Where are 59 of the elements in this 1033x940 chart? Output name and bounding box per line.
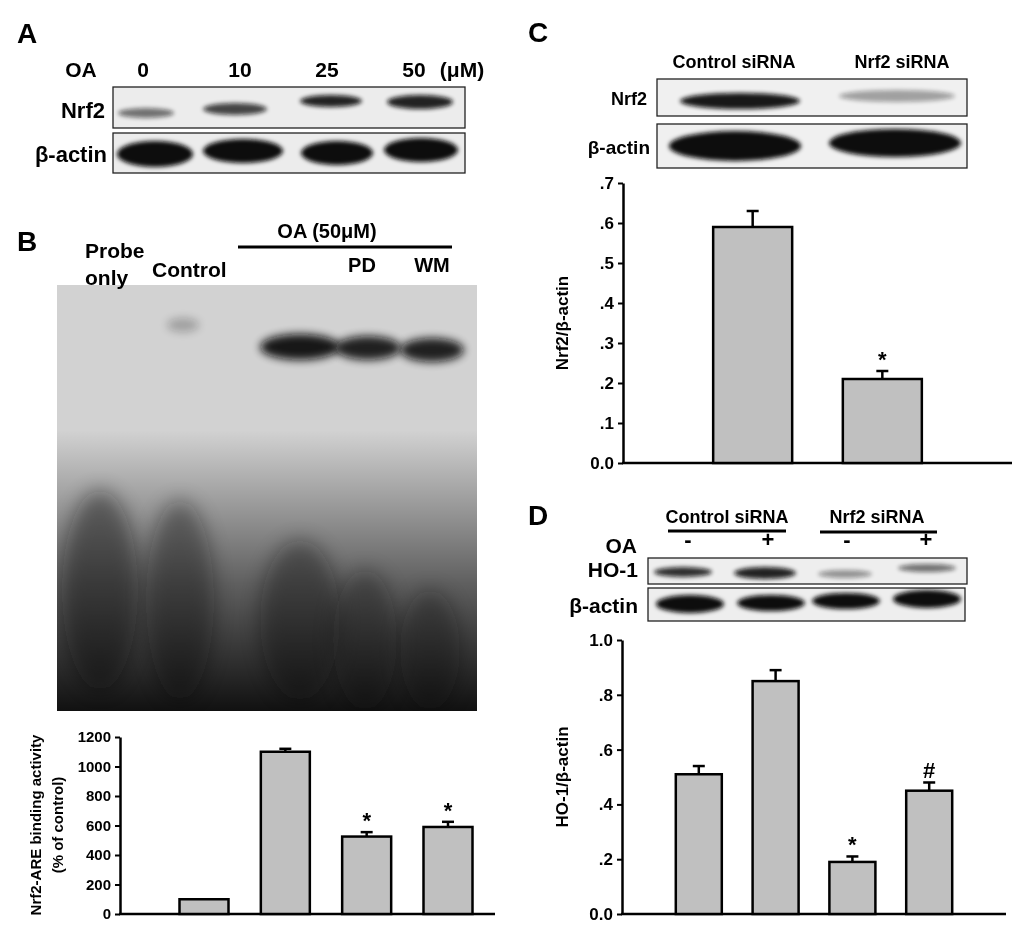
data-label: # xyxy=(923,758,936,784)
data-label: * xyxy=(362,808,372,834)
y-tick-label: .7 xyxy=(599,173,614,193)
y-tick-label: 600 xyxy=(85,816,111,834)
y-tick-label: 1.0 xyxy=(589,630,613,650)
text: β-actin xyxy=(587,137,650,158)
text: β-actin xyxy=(569,594,638,617)
y-tick-label: .4 xyxy=(598,795,614,815)
text: OA xyxy=(605,534,637,557)
text: Control xyxy=(152,258,227,281)
text: + xyxy=(919,527,933,552)
y-tick-label: 1000 xyxy=(77,757,111,775)
data-label: * xyxy=(878,347,888,372)
y-tick-label: 200 xyxy=(85,875,111,893)
text: Nrf2 siRNA xyxy=(854,52,950,72)
text: 0 xyxy=(137,58,149,81)
chart-title: D xyxy=(528,500,549,531)
y-tick-label: .5 xyxy=(599,253,614,273)
text: Control siRNA xyxy=(665,507,789,527)
text: 25 xyxy=(315,58,339,81)
y-tick-label: 0.0 xyxy=(590,453,614,473)
text: Nrf2 xyxy=(60,98,105,123)
y-tick-label: .4 xyxy=(599,293,615,313)
data-label: * xyxy=(443,797,453,823)
data-label: * xyxy=(848,832,858,858)
y-tick-label: 1200 xyxy=(77,728,111,746)
y-tick-label: .2 xyxy=(598,850,613,870)
y-tick-label: .8 xyxy=(598,685,613,705)
chart-title: C xyxy=(528,17,549,48)
y-tick-label: 0.0 xyxy=(589,904,613,924)
text: 10 xyxy=(228,58,252,81)
y-tick-label: 400 xyxy=(85,846,111,864)
text: - xyxy=(684,527,692,552)
text: PD xyxy=(348,254,376,276)
text: OA xyxy=(65,58,97,81)
y-tick-label: 800 xyxy=(85,787,111,805)
text: Nrf2 siRNA xyxy=(829,507,925,527)
y-tick-label: .6 xyxy=(598,740,613,760)
y-tick-label: .3 xyxy=(599,333,614,353)
text: OA (50μM) xyxy=(277,220,377,242)
y-tick-label: 0 xyxy=(102,905,111,923)
chart-title: B xyxy=(17,226,38,257)
text: 50 xyxy=(402,58,426,81)
y-tick-label: .6 xyxy=(599,213,614,233)
text: + xyxy=(761,527,775,552)
text: A xyxy=(17,18,38,49)
y-axis-title: Nrf2/β-actin xyxy=(552,275,572,371)
text: β-actin xyxy=(34,142,107,167)
y-axis-title: HO-1/β-actin xyxy=(552,726,572,828)
text: Probe only xyxy=(85,239,145,289)
text: (μM) xyxy=(439,58,485,81)
text: Nrf2 xyxy=(610,89,647,109)
text: HO-1 xyxy=(587,558,639,581)
y-tick-label: .2 xyxy=(599,373,614,393)
y-axis-title: Nrf2-ARE binding activity (% of control) xyxy=(27,733,67,916)
text: Control siRNA xyxy=(672,52,796,72)
y-tick-label: .1 xyxy=(599,413,614,433)
text: WM xyxy=(414,254,450,276)
text: - xyxy=(843,527,851,552)
